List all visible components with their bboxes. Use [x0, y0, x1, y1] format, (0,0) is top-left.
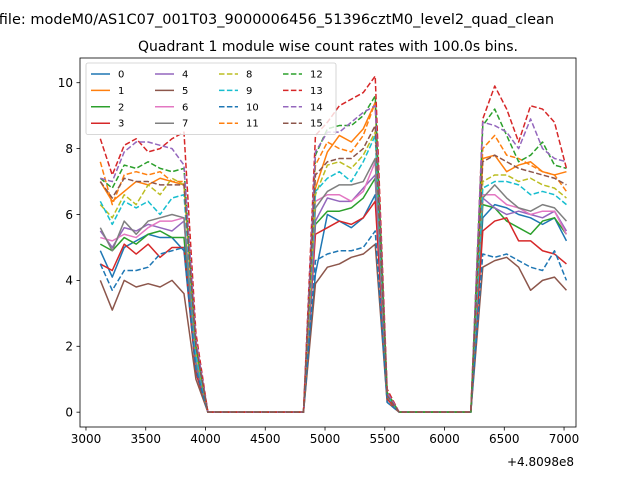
legend-label-14: 14	[310, 102, 323, 113]
series-line-3	[99, 200, 567, 413]
legend-label-15: 15	[310, 119, 323, 130]
x-axis: 3000 3500 4000 4500 5000 5500 6000 6500 7000	[71, 427, 580, 446]
legend-label-1: 1	[118, 86, 124, 97]
x-tick-label: 3500	[130, 432, 161, 446]
series-line-1	[99, 101, 567, 413]
figure-suptitle: n file: modeM0/AS1C07_001T03_9000006456_…	[0, 12, 554, 28]
x-tick-label: 5000	[310, 432, 341, 446]
x-tick-label: 3000	[71, 432, 102, 446]
series-line-8	[99, 131, 567, 413]
x-tick-label: 6000	[429, 432, 460, 446]
series-line-9	[99, 134, 567, 413]
legend-label-3: 3	[118, 119, 124, 130]
y-axis: 0 2 4 6 8 10	[58, 76, 80, 419]
plot-frame	[79, 57, 577, 428]
legend-label-8: 8	[246, 70, 252, 81]
x-tick-label: 4000	[190, 432, 221, 446]
y-tick-label: 0	[65, 405, 73, 419]
legend-label-2: 2	[118, 102, 124, 113]
series-line-4	[99, 174, 568, 413]
series-line-5	[99, 243, 567, 413]
x-tick-label: 6500	[489, 432, 520, 446]
y-tick-label: 8	[65, 142, 73, 156]
series-line-2	[99, 177, 568, 413]
legend-label-7: 7	[182, 119, 188, 130]
y-tick-label: 4	[65, 274, 73, 288]
legend-label-9: 9	[246, 86, 252, 97]
x-tick-label: 7000	[549, 432, 580, 446]
chart-title: Quadrant 1 module wise count rates with …	[138, 39, 518, 55]
legend-label-10: 10	[246, 102, 259, 113]
legend-label-5: 5	[182, 86, 188, 97]
legend-label-0: 0	[118, 70, 124, 81]
legend-label-4: 4	[182, 70, 188, 81]
x-axis-offset-label: +4.8098e8	[507, 455, 574, 469]
legend-label-13: 13	[310, 86, 323, 97]
legend-label-11: 11	[246, 119, 259, 130]
series-line-0	[99, 193, 568, 413]
legend-label-12: 12	[310, 70, 323, 81]
series-line-11	[99, 101, 568, 413]
y-tick-label: 2	[65, 340, 73, 354]
series-line-15	[99, 124, 567, 413]
y-tick-label: 6	[65, 208, 73, 222]
series-line-14	[100, 105, 567, 413]
x-tick-label: 5500	[369, 432, 400, 446]
series-line-6	[100, 161, 568, 413]
legend-label-6: 6	[182, 102, 188, 113]
x-tick-label: 4500	[250, 432, 281, 446]
legend-box	[85, 62, 337, 135]
series-line-7	[99, 157, 567, 413]
y-tick-label: 10	[58, 76, 73, 90]
series-line-10	[99, 230, 568, 413]
